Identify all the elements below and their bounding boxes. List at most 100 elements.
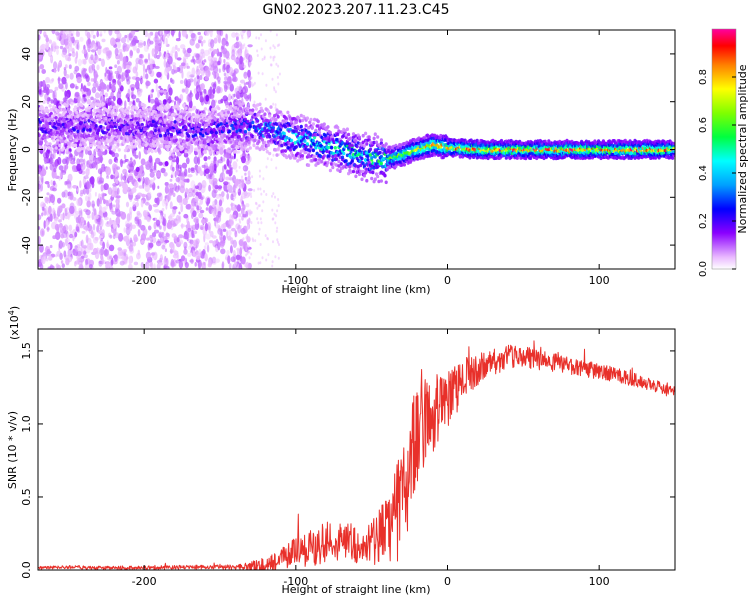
spectrogram-cell: [41, 106, 45, 110]
spectrogram-cell: [181, 70, 184, 79]
spectrogram-cell: [108, 199, 112, 204]
spectrogram-cell: [224, 50, 230, 59]
spectrogram-cell: [212, 200, 215, 207]
spectrogram-cell: [101, 102, 106, 106]
spectrogram-cell: [102, 48, 107, 54]
spectrogram-cell: [258, 169, 261, 173]
spectrogram-cell: [161, 231, 165, 239]
spectrogram-cell: [224, 113, 228, 117]
spectrogram-cell: [182, 197, 188, 206]
spectrogram-cell: [114, 70, 120, 75]
spectrogram-cell: [181, 62, 186, 67]
spectrogram-cell: [38, 145, 43, 149]
spectrogram-cell: [250, 252, 253, 256]
spectrogram-cell: [80, 103, 84, 108]
spectrogram-cell: [197, 31, 201, 36]
spectrogram-cell: [169, 178, 173, 182]
spectrogram-cell: [92, 231, 96, 237]
spectrogram-cell: [159, 262, 163, 266]
spectrogram-cell: [98, 229, 103, 234]
spectrogram-cell: [178, 98, 182, 104]
spectrogram-cell: [180, 255, 186, 262]
spectrogram-cell: [222, 41, 226, 45]
spectrogram-cell: [52, 105, 56, 109]
spectrogram-cell: [92, 111, 96, 116]
spectrogram-cell: [69, 45, 73, 52]
spectrogram-cell: [196, 65, 199, 73]
spectrogram-cell: [80, 209, 83, 218]
spectrogram-cell: [213, 65, 219, 74]
spectrogram-cell: [63, 189, 69, 198]
spectrogram-cell: [228, 166, 234, 170]
spectrogram-cell: [225, 124, 229, 128]
spectrogram-cell: [60, 213, 64, 221]
spectrogram-cell: [209, 162, 215, 172]
spectrogram-cell: [167, 144, 171, 149]
spectrogram-cell: [136, 47, 140, 54]
spectrogram-cell: [144, 137, 148, 142]
spectrogram-cell: [149, 107, 153, 111]
spectrogram-cell: [183, 213, 189, 219]
spectrogram-cell: [214, 219, 217, 227]
spectrogram-cell: [191, 130, 195, 134]
spectrogram-cell: [180, 146, 184, 151]
spectrogram-cell: [259, 122, 263, 127]
spectrogram-cell: [271, 77, 274, 81]
spectrogram-cell: [208, 174, 211, 179]
spectrogram-cell: [373, 177, 377, 181]
spectrogram-cell: [137, 42, 144, 46]
spectrogram-cell: [156, 54, 160, 60]
spectrogram-cell: [277, 198, 280, 201]
spectrogram-cell: [105, 66, 108, 74]
spectrogram-cell: [242, 89, 245, 93]
spectrogram-cell: [134, 217, 138, 225]
spectrogram-cell: [112, 78, 116, 83]
spectrogram-cell: [72, 185, 78, 189]
spectrogram-cell: [274, 221, 277, 225]
spectrogram-cell: [44, 246, 51, 255]
spectrogram-cell: [99, 91, 102, 101]
spectrogram-cell: [175, 149, 180, 153]
spectrogram-cell: [94, 214, 99, 220]
spectrogram-cell: [116, 41, 121, 49]
spectrogram-cell: [59, 100, 63, 105]
spectrogram-cell: [197, 182, 203, 191]
spectrogram-cell: [247, 34, 250, 38]
spectrogram-cell: [125, 64, 130, 69]
spectrogram-cell: [222, 144, 226, 149]
spectrogram-cell: [247, 209, 249, 213]
spectrogram-cell: [276, 226, 279, 230]
spectrogram-cell: [160, 143, 164, 148]
spectrogram-cell: [200, 83, 205, 91]
spectrogram-cell: [99, 169, 103, 179]
spectrogram-cell: [243, 187, 247, 192]
spectrogram-cell: [227, 224, 231, 229]
spectrogram-cell: [211, 208, 216, 215]
spectrogram-cell: [112, 220, 117, 230]
spectrogram-cell: [116, 187, 120, 195]
spectrogram-cell: [99, 226, 103, 231]
spectrogram-cell: [185, 157, 190, 165]
spectrogram-cell: [117, 148, 121, 152]
spectrogram-cell: [77, 31, 80, 38]
spectrogram-cell: [241, 180, 245, 189]
spectrogram-cell: [52, 144, 55, 148]
spectrogram-cell: [144, 202, 150, 206]
spectrogram-cell: [199, 170, 204, 177]
spectrogram-cell: [143, 216, 147, 220]
spectrogram-cell: [254, 239, 257, 243]
spectrogram-cell: [45, 206, 48, 213]
spectrogram-cell: [201, 180, 207, 189]
spectrogram-cell: [168, 155, 174, 161]
spectrogram-cell: [158, 85, 162, 89]
spectrogram-cell: [132, 201, 136, 208]
spectrogram-cell: [149, 168, 153, 173]
spectrogram-cell: [294, 145, 298, 149]
spectrogram-cell: [89, 242, 94, 251]
spectrogram-cell: [266, 157, 269, 161]
spectrogram-cell: [165, 232, 170, 237]
spectrogram-cell: [371, 170, 375, 175]
spectrogram-cell: [180, 223, 184, 229]
spectrogram-cell: [156, 223, 160, 228]
spectrogram-cell: [205, 94, 210, 102]
